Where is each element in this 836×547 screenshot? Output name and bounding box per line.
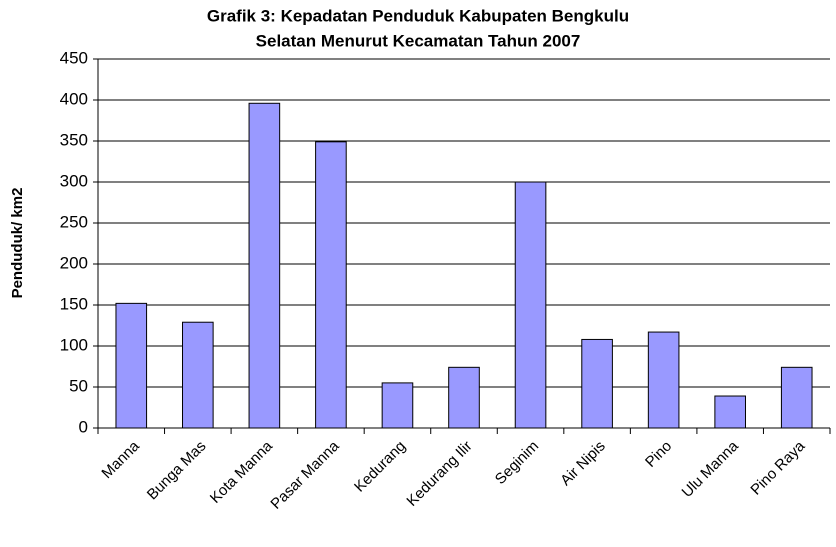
x-tick-label: Pino <box>642 438 675 471</box>
bar <box>647 331 680 429</box>
x-tick-label: Air Nipis <box>557 438 609 490</box>
y-tick-label: 450 <box>60 48 88 67</box>
chart-title: Grafik 3: Kepadatan Penduduk Kabupaten B… <box>207 6 629 25</box>
x-tick-label: Pasar Manna <box>267 437 343 513</box>
y-tick-label: 150 <box>60 294 88 313</box>
bar <box>315 141 347 429</box>
bar <box>381 382 414 429</box>
bar <box>115 302 148 429</box>
bar <box>581 338 613 429</box>
x-tick-label: Seginim <box>492 438 542 488</box>
y-tick-label: 100 <box>60 335 88 354</box>
x-tick-label: Bunga Mas <box>144 438 210 504</box>
x-tick-label: Pino Raya <box>747 437 808 498</box>
bar <box>448 366 480 429</box>
y-tick-label: 50 <box>69 376 88 395</box>
bar <box>182 321 214 429</box>
y-axis-label: Penduduk/ km2 <box>9 188 26 299</box>
x-tick-label: Ulu Manna <box>678 437 742 501</box>
y-tick-label: 200 <box>60 253 88 272</box>
x-tick-label: Manna <box>98 437 143 482</box>
y-tick-label: 250 <box>60 212 88 231</box>
y-tick-label: 0 <box>79 417 88 436</box>
x-tick-label: Kedurang <box>351 438 409 496</box>
bar <box>714 395 746 429</box>
bar <box>248 102 281 429</box>
chart-title: Selatan Menurut Kecamatan Tahun 2007 <box>256 31 581 50</box>
y-tick-label: 300 <box>60 171 88 190</box>
bar <box>514 181 547 429</box>
y-tick-label: 400 <box>60 89 88 108</box>
x-tick-label: Kota Manna <box>207 437 277 507</box>
bar <box>780 366 813 429</box>
y-tick-label: 350 <box>60 130 88 149</box>
x-tick-label: Kedurang Ilir <box>403 438 475 510</box>
